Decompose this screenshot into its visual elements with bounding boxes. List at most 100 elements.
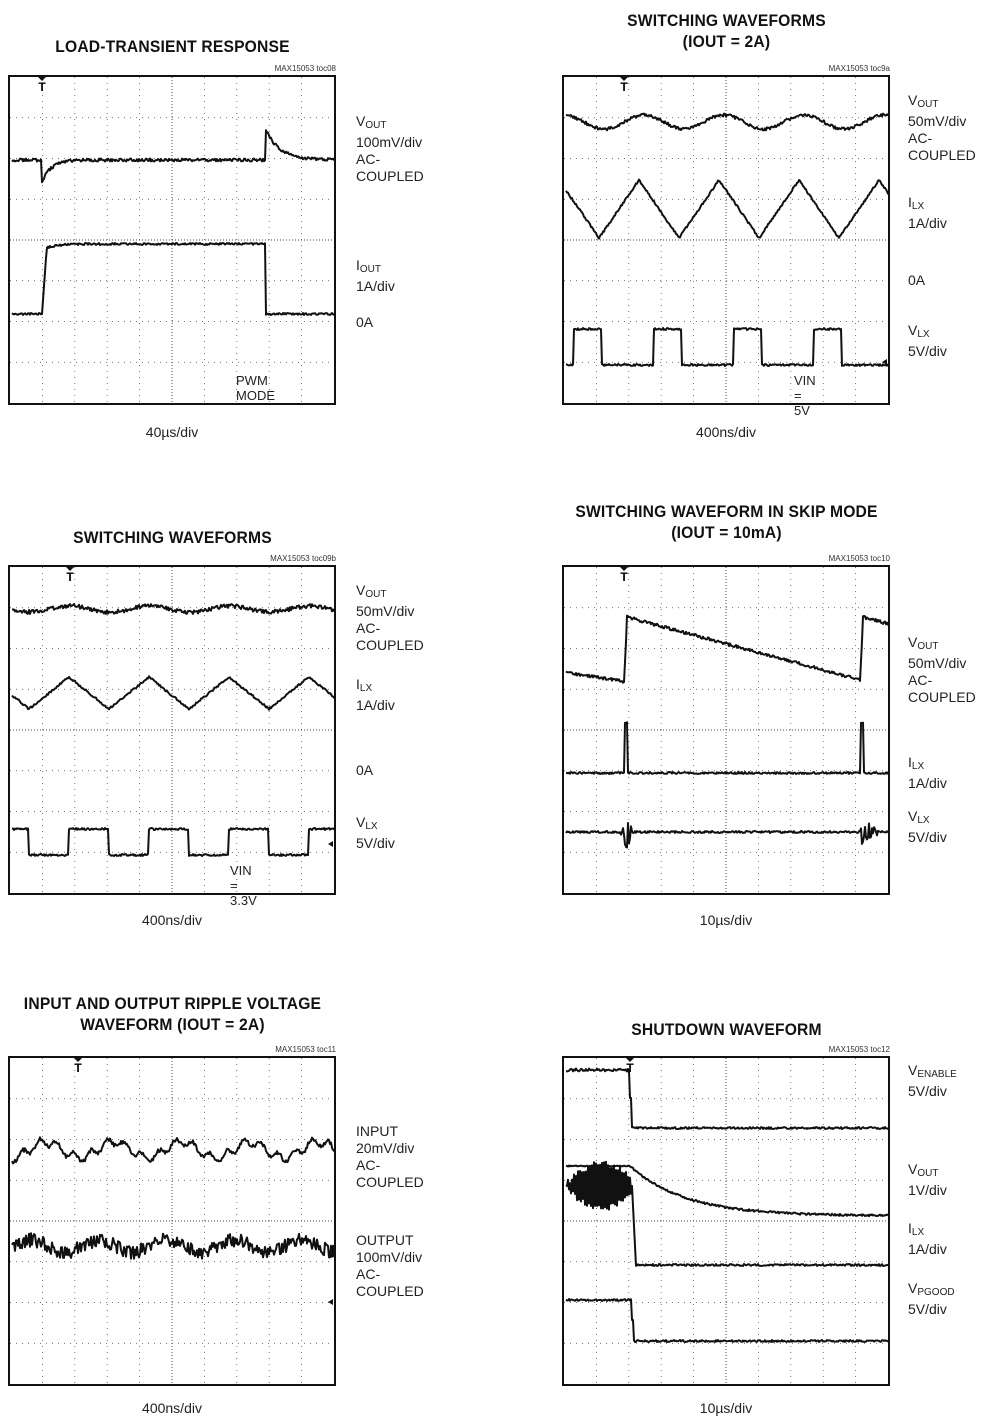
- scope-screen: T: [562, 1056, 890, 1386]
- chart-title: SWITCHING WAVEFORM IN SKIP MODE (IOUT = 1…: [572, 501, 880, 543]
- vout-trace: [566, 114, 888, 131]
- trace-name: 0A: [356, 762, 373, 779]
- timebase-label: 10µs/div: [562, 912, 890, 928]
- ilx-trace: [12, 676, 334, 710]
- trace-scale: AC-COUPLED: [356, 620, 424, 654]
- trace-label: ILX 1A/div: [908, 754, 947, 792]
- trace-name: VOUT: [356, 113, 424, 134]
- vlx-trace: [566, 823, 888, 848]
- trace-name: ILX: [908, 1220, 947, 1241]
- trace-scale: 100mV/div: [356, 1249, 424, 1266]
- figure-id: MAX15053 toc9a: [770, 64, 890, 73]
- scope-screen: T: [8, 1056, 336, 1386]
- trigger-marker-icon: T: [66, 570, 74, 584]
- trace-label: VOUT 50mV/div AC-COUPLED: [356, 582, 424, 654]
- trace-scale: AC-COUPLED: [908, 672, 976, 706]
- trace-label: 0A: [356, 314, 373, 331]
- timebase-label: 40µs/div: [8, 424, 336, 440]
- trace-label: ILX 1A/div: [908, 1220, 947, 1258]
- trigger-marker-icon: T: [620, 570, 628, 584]
- trace-label: OUTPUT 100mV/div AC-COUPLED: [356, 1232, 424, 1300]
- trace-scale: 5V/div: [356, 835, 395, 852]
- input-trace: [12, 1137, 334, 1163]
- trace-scale: 1A/div: [908, 1241, 947, 1258]
- ilx-trace: [566, 180, 888, 239]
- trace-label: ILX 1A/div: [356, 676, 395, 714]
- trace-scale: 50mV/div: [908, 655, 976, 672]
- trace-name: ILX: [908, 754, 947, 775]
- vlx-trace: [12, 828, 334, 856]
- chart-title-line: INPUT AND OUTPUT RIPPLE VOLTAGE: [13, 993, 330, 1014]
- chart-title-line: WAVEFORM (IOUT = 2A): [13, 1014, 330, 1035]
- trace-scale: 5V/div: [908, 829, 947, 846]
- trigger-marker-icon: T: [74, 1061, 82, 1075]
- trace-name: VENABLE: [908, 1062, 957, 1083]
- trace-name: 0A: [908, 272, 925, 289]
- timebase-label: 10µs/div: [562, 1400, 890, 1416]
- chart-title-line: SWITCHING WAVEFORMS: [18, 527, 326, 548]
- trigger-marker-icon: T: [626, 1061, 634, 1075]
- trace-label: VOUT 50mV/div AC-COUPLED: [908, 92, 976, 164]
- trace-label: VLX 5V/div: [908, 322, 947, 360]
- trace-scale: 1A/div: [356, 278, 395, 295]
- trace-name: VLX: [356, 814, 395, 835]
- scope-plot: T: [10, 77, 334, 403]
- figure-id: MAX15053 toc12: [770, 1045, 890, 1054]
- trace-scale: 1A/div: [908, 775, 947, 792]
- trace-scale: AC-COUPLED: [356, 1266, 424, 1300]
- figure-id: MAX15053 toc08: [216, 64, 336, 73]
- vpgood-trace: [566, 1299, 888, 1342]
- trace-scale: 1V/div: [908, 1182, 947, 1199]
- figure-id: MAX15053 toc10: [770, 554, 890, 563]
- trace-label: 0A: [908, 272, 925, 289]
- figure-id: MAX15053 toc11: [216, 1045, 336, 1054]
- chart-title: LOAD-TRANSIENT RESPONSE: [18, 36, 326, 57]
- scope-screen: T: [562, 75, 890, 405]
- trace-label: INPUT 20mV/div AC-COUPLED: [356, 1123, 424, 1191]
- trace-label: VLX 5V/div: [908, 808, 947, 846]
- timebase-label: 400ns/div: [8, 912, 336, 928]
- trigger-marker-icon: T: [620, 80, 628, 94]
- trace-label: VOUT 1V/div: [908, 1161, 947, 1199]
- chart-title-line: LOAD-TRANSIENT RESPONSE: [18, 36, 326, 57]
- timebase-label: 400ns/div: [562, 424, 890, 440]
- trace-scale: AC-COUPLED: [908, 130, 976, 164]
- trace-label: VLX 5V/div: [356, 814, 395, 852]
- trace-name: VOUT: [356, 582, 424, 603]
- inset-label: PWM MODE: [236, 373, 275, 403]
- trace-name: IOUT: [356, 257, 395, 278]
- trace-name: OUTPUT: [356, 1232, 424, 1249]
- scope-plot: T: [10, 567, 334, 893]
- trace-scale: 1A/div: [908, 215, 947, 232]
- trace-name: VOUT: [908, 634, 976, 655]
- scope-screen: T: [8, 75, 336, 405]
- chart-title: INPUT AND OUTPUT RIPPLE VOLTAGE WAVEFORM …: [13, 993, 330, 1035]
- trace-scale: AC-COUPLED: [356, 151, 424, 185]
- trigger-marker-icon: T: [38, 80, 46, 94]
- trace-name: ILX: [356, 676, 395, 697]
- figure-id: MAX15053 toc09b: [216, 554, 336, 563]
- trace-label: IOUT 1A/div: [356, 257, 395, 295]
- scope-plot: T: [564, 1058, 888, 1384]
- scope-plot: T: [10, 1058, 334, 1384]
- chart-title-line: (IOUT = 2A): [572, 31, 880, 52]
- trace-scale: 50mV/div: [908, 113, 976, 130]
- output-trace: [12, 1233, 334, 1259]
- trace-scale: 5V/div: [908, 343, 947, 360]
- trace-scale: 5V/div: [908, 1083, 957, 1100]
- inset-label: VIN = 3.3V: [230, 863, 257, 908]
- trace-name: VPGOOD: [908, 1280, 955, 1301]
- chart-title: SWITCHING WAVEFORMS: [18, 527, 326, 548]
- trace-scale: AC-COUPLED: [356, 1157, 424, 1191]
- scope-plot: T: [564, 567, 888, 893]
- trace-label: VENABLE 5V/div: [908, 1062, 957, 1100]
- chart-title-line: SWITCHING WAVEFORM IN SKIP MODE: [572, 501, 880, 522]
- chart-title: SHUTDOWN WAVEFORM: [572, 1019, 880, 1040]
- vout-trace: [566, 616, 888, 683]
- trace-name: ILX: [908, 194, 947, 215]
- trace-name: VLX: [908, 808, 947, 829]
- ground-marker-icon: [328, 841, 333, 847]
- vout-trace: [12, 130, 334, 182]
- trace-name: VOUT: [908, 92, 976, 113]
- trace-scale: 100mV/div: [356, 134, 424, 151]
